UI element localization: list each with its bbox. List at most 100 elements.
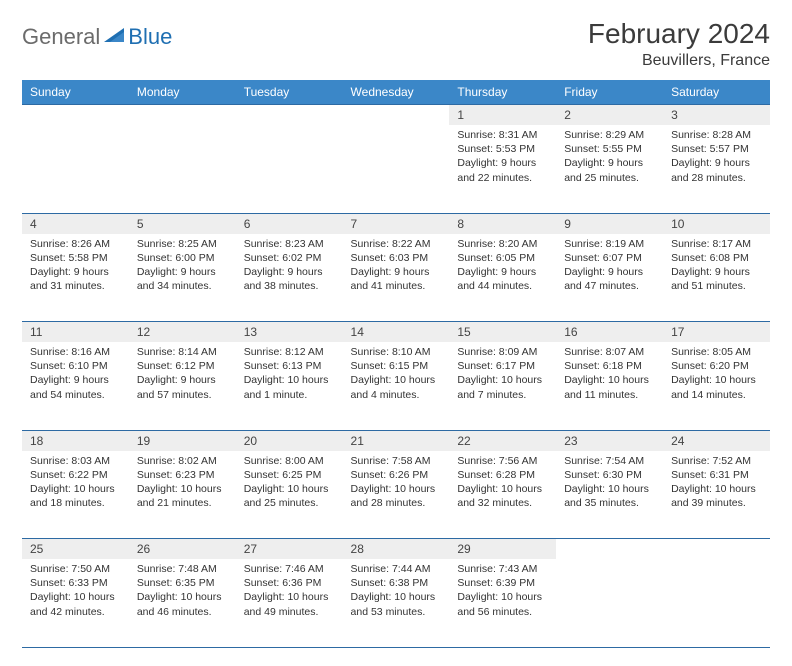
day-number: 21 (343, 430, 450, 451)
day-number: 19 (129, 430, 236, 451)
day-number: 3 (663, 105, 770, 126)
weekday-header: Saturday (663, 80, 770, 105)
logo: General Blue (22, 18, 172, 50)
day-number-row: 18192021222324 (22, 430, 770, 451)
day-cell: Sunrise: 8:25 AMSunset: 6:00 PMDaylight:… (129, 234, 236, 322)
empty-cell (556, 559, 663, 647)
empty-cell (22, 105, 129, 126)
day-cell: Sunrise: 7:50 AMSunset: 6:33 PMDaylight:… (22, 559, 129, 647)
day-cell: Sunrise: 7:58 AMSunset: 6:26 PMDaylight:… (343, 451, 450, 539)
day-details: Sunrise: 8:02 AMSunset: 6:23 PMDaylight:… (129, 451, 236, 517)
empty-cell (663, 559, 770, 647)
empty-cell (22, 125, 129, 213)
day-details: Sunrise: 7:58 AMSunset: 6:26 PMDaylight:… (343, 451, 450, 517)
day-number: 5 (129, 213, 236, 234)
day-number: 27 (236, 539, 343, 560)
day-details: Sunrise: 7:52 AMSunset: 6:31 PMDaylight:… (663, 451, 770, 517)
calendar-table: SundayMondayTuesdayWednesdayThursdayFrid… (22, 80, 770, 648)
day-cell: Sunrise: 8:10 AMSunset: 6:15 PMDaylight:… (343, 342, 450, 430)
day-details: Sunrise: 7:50 AMSunset: 6:33 PMDaylight:… (22, 559, 129, 625)
day-details: Sunrise: 8:16 AMSunset: 6:10 PMDaylight:… (22, 342, 129, 408)
empty-cell (663, 539, 770, 560)
logo-text-blue: Blue (128, 24, 172, 50)
weekday-header: Friday (556, 80, 663, 105)
day-cell: Sunrise: 7:48 AMSunset: 6:35 PMDaylight:… (129, 559, 236, 647)
day-number: 11 (22, 322, 129, 343)
empty-cell (236, 105, 343, 126)
day-cell: Sunrise: 8:28 AMSunset: 5:57 PMDaylight:… (663, 125, 770, 213)
day-details: Sunrise: 8:31 AMSunset: 5:53 PMDaylight:… (449, 125, 556, 191)
day-cell: Sunrise: 7:56 AMSunset: 6:28 PMDaylight:… (449, 451, 556, 539)
day-body-row: Sunrise: 8:03 AMSunset: 6:22 PMDaylight:… (22, 451, 770, 539)
day-cell: Sunrise: 7:43 AMSunset: 6:39 PMDaylight:… (449, 559, 556, 647)
day-number: 25 (22, 539, 129, 560)
day-number: 22 (449, 430, 556, 451)
day-body-row: Sunrise: 7:50 AMSunset: 6:33 PMDaylight:… (22, 559, 770, 647)
day-details: Sunrise: 8:26 AMSunset: 5:58 PMDaylight:… (22, 234, 129, 300)
day-details: Sunrise: 8:29 AMSunset: 5:55 PMDaylight:… (556, 125, 663, 191)
day-cell: Sunrise: 8:19 AMSunset: 6:07 PMDaylight:… (556, 234, 663, 322)
day-cell: Sunrise: 8:17 AMSunset: 6:08 PMDaylight:… (663, 234, 770, 322)
day-cell: Sunrise: 8:26 AMSunset: 5:58 PMDaylight:… (22, 234, 129, 322)
month-title: February 2024 (588, 18, 770, 50)
day-details: Sunrise: 8:00 AMSunset: 6:25 PMDaylight:… (236, 451, 343, 517)
weekday-header-row: SundayMondayTuesdayWednesdayThursdayFrid… (22, 80, 770, 105)
empty-cell (129, 105, 236, 126)
day-details: Sunrise: 8:20 AMSunset: 6:05 PMDaylight:… (449, 234, 556, 300)
day-number-row: 123 (22, 105, 770, 126)
weekday-header: Monday (129, 80, 236, 105)
day-number: 8 (449, 213, 556, 234)
day-number: 15 (449, 322, 556, 343)
day-cell: Sunrise: 8:31 AMSunset: 5:53 PMDaylight:… (449, 125, 556, 213)
day-details: Sunrise: 8:12 AMSunset: 6:13 PMDaylight:… (236, 342, 343, 408)
day-cell: Sunrise: 7:44 AMSunset: 6:38 PMDaylight:… (343, 559, 450, 647)
empty-cell (343, 125, 450, 213)
day-cell: Sunrise: 7:54 AMSunset: 6:30 PMDaylight:… (556, 451, 663, 539)
weekday-header: Sunday (22, 80, 129, 105)
day-details: Sunrise: 8:19 AMSunset: 6:07 PMDaylight:… (556, 234, 663, 300)
day-cell: Sunrise: 8:22 AMSunset: 6:03 PMDaylight:… (343, 234, 450, 322)
day-details: Sunrise: 7:44 AMSunset: 6:38 PMDaylight:… (343, 559, 450, 625)
day-details: Sunrise: 7:43 AMSunset: 6:39 PMDaylight:… (449, 559, 556, 625)
calendar-body: 123Sunrise: 8:31 AMSunset: 5:53 PMDaylig… (22, 105, 770, 648)
day-details: Sunrise: 8:14 AMSunset: 6:12 PMDaylight:… (129, 342, 236, 408)
day-number-row: 2526272829 (22, 539, 770, 560)
day-details: Sunrise: 8:22 AMSunset: 6:03 PMDaylight:… (343, 234, 450, 300)
day-details: Sunrise: 8:25 AMSunset: 6:00 PMDaylight:… (129, 234, 236, 300)
day-details: Sunrise: 7:54 AMSunset: 6:30 PMDaylight:… (556, 451, 663, 517)
empty-cell (556, 539, 663, 560)
day-cell: Sunrise: 7:46 AMSunset: 6:36 PMDaylight:… (236, 559, 343, 647)
title-block: February 2024 Beuvillers, France (588, 18, 770, 70)
day-number: 14 (343, 322, 450, 343)
day-number: 4 (22, 213, 129, 234)
day-body-row: Sunrise: 8:31 AMSunset: 5:53 PMDaylight:… (22, 125, 770, 213)
day-cell: Sunrise: 8:09 AMSunset: 6:17 PMDaylight:… (449, 342, 556, 430)
location: Beuvillers, France (588, 52, 770, 70)
day-details: Sunrise: 8:28 AMSunset: 5:57 PMDaylight:… (663, 125, 770, 191)
day-details: Sunrise: 8:17 AMSunset: 6:08 PMDaylight:… (663, 234, 770, 300)
weekday-header: Wednesday (343, 80, 450, 105)
day-details: Sunrise: 8:03 AMSunset: 6:22 PMDaylight:… (22, 451, 129, 517)
day-body-row: Sunrise: 8:26 AMSunset: 5:58 PMDaylight:… (22, 234, 770, 322)
day-cell: Sunrise: 8:00 AMSunset: 6:25 PMDaylight:… (236, 451, 343, 539)
day-number: 2 (556, 105, 663, 126)
day-number: 10 (663, 213, 770, 234)
day-cell: Sunrise: 8:05 AMSunset: 6:20 PMDaylight:… (663, 342, 770, 430)
day-number: 20 (236, 430, 343, 451)
day-number: 24 (663, 430, 770, 451)
day-details: Sunrise: 8:10 AMSunset: 6:15 PMDaylight:… (343, 342, 450, 408)
day-details: Sunrise: 7:46 AMSunset: 6:36 PMDaylight:… (236, 559, 343, 625)
weekday-header: Thursday (449, 80, 556, 105)
day-cell: Sunrise: 8:02 AMSunset: 6:23 PMDaylight:… (129, 451, 236, 539)
day-cell: Sunrise: 8:03 AMSunset: 6:22 PMDaylight:… (22, 451, 129, 539)
day-number: 28 (343, 539, 450, 560)
day-details: Sunrise: 8:09 AMSunset: 6:17 PMDaylight:… (449, 342, 556, 408)
day-cell: Sunrise: 8:16 AMSunset: 6:10 PMDaylight:… (22, 342, 129, 430)
header: General Blue February 2024 Beuvillers, F… (22, 18, 770, 70)
day-cell: Sunrise: 8:20 AMSunset: 6:05 PMDaylight:… (449, 234, 556, 322)
day-number: 6 (236, 213, 343, 234)
day-details: Sunrise: 8:23 AMSunset: 6:02 PMDaylight:… (236, 234, 343, 300)
weekday-header: Tuesday (236, 80, 343, 105)
empty-cell (129, 125, 236, 213)
day-number: 12 (129, 322, 236, 343)
